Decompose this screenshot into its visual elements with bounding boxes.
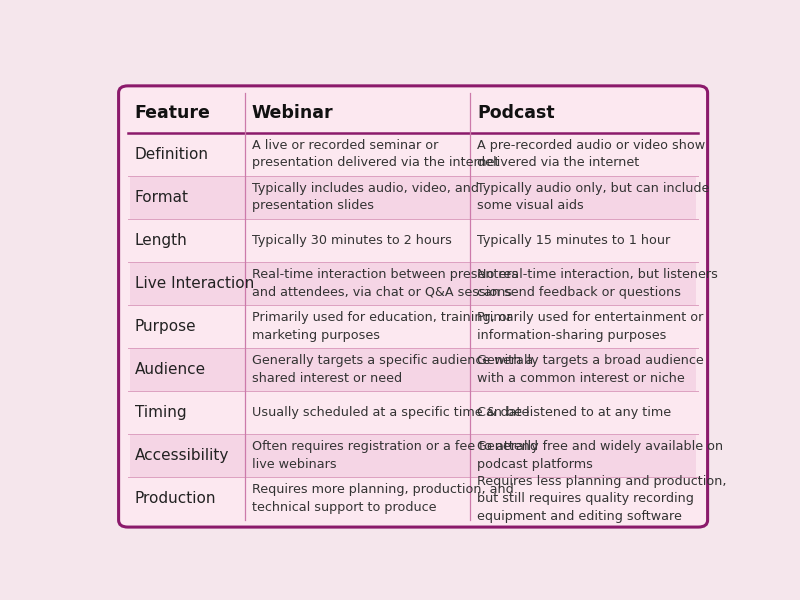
Text: No real-time interaction, but listeners
can send feedback or questions: No real-time interaction, but listeners … (477, 268, 718, 299)
FancyBboxPatch shape (118, 86, 708, 527)
Text: Accessibility: Accessibility (134, 448, 229, 463)
Bar (130, 94, 697, 133)
Text: Length: Length (134, 233, 187, 248)
Text: Real-time interaction between presenters
and attendees, via chat or Q&A sessions: Real-time interaction between presenters… (252, 268, 518, 299)
Text: Production: Production (134, 491, 216, 506)
Text: Webinar: Webinar (252, 104, 334, 122)
Text: Feature: Feature (134, 104, 210, 122)
Bar (130, 133, 697, 176)
Bar (130, 348, 697, 391)
Text: Typically 15 minutes to 1 hour: Typically 15 minutes to 1 hour (477, 234, 670, 247)
Bar (130, 391, 697, 434)
Text: Definition: Definition (134, 146, 209, 161)
Text: Live Interaction: Live Interaction (134, 276, 254, 291)
Text: Requires less planning and production,
but still requires quality recording
equi: Requires less planning and production, b… (477, 475, 726, 523)
Bar (130, 262, 697, 305)
Text: Primarily used for entertainment or
information-sharing purposes: Primarily used for entertainment or info… (477, 311, 703, 341)
Text: Timing: Timing (134, 405, 186, 420)
Text: A live or recorded seminar or
presentation delivered via the internet: A live or recorded seminar or presentati… (252, 139, 499, 169)
Bar (130, 218, 697, 262)
Text: Typically audio only, but can include
some visual aids: Typically audio only, but can include so… (477, 182, 710, 212)
Text: Generally free and widely available on
podcast platforms: Generally free and widely available on p… (477, 440, 723, 471)
Text: Generally targets a specific audience with a
shared interest or need: Generally targets a specific audience wi… (252, 354, 533, 385)
Text: Format: Format (134, 190, 189, 205)
Text: Primarily used for education, training, or
marketing purposes: Primarily used for education, training, … (252, 311, 511, 341)
Text: Audience: Audience (134, 362, 206, 377)
Text: Often requires registration or a fee to attend
live webinars: Often requires registration or a fee to … (252, 440, 538, 471)
Text: Typically 30 minutes to 2 hours: Typically 30 minutes to 2 hours (252, 234, 451, 247)
Bar (130, 176, 697, 218)
Text: Usually scheduled at a specific time & date: Usually scheduled at a specific time & d… (252, 406, 529, 419)
Text: Can be listened to at any time: Can be listened to at any time (477, 406, 671, 419)
Bar (130, 477, 697, 520)
Text: A pre-recorded audio or video show
delivered via the internet: A pre-recorded audio or video show deliv… (477, 139, 705, 169)
Text: Purpose: Purpose (134, 319, 196, 334)
Text: Generally targets a broad audience
with a common interest or niche: Generally targets a broad audience with … (477, 354, 704, 385)
Bar (130, 434, 697, 477)
Text: Podcast: Podcast (477, 104, 554, 122)
Text: Requires more planning, production, and
technical support to produce: Requires more planning, production, and … (252, 484, 514, 514)
Bar (130, 305, 697, 348)
Text: Typically includes audio, video, and
presentation slides: Typically includes audio, video, and pre… (252, 182, 478, 212)
